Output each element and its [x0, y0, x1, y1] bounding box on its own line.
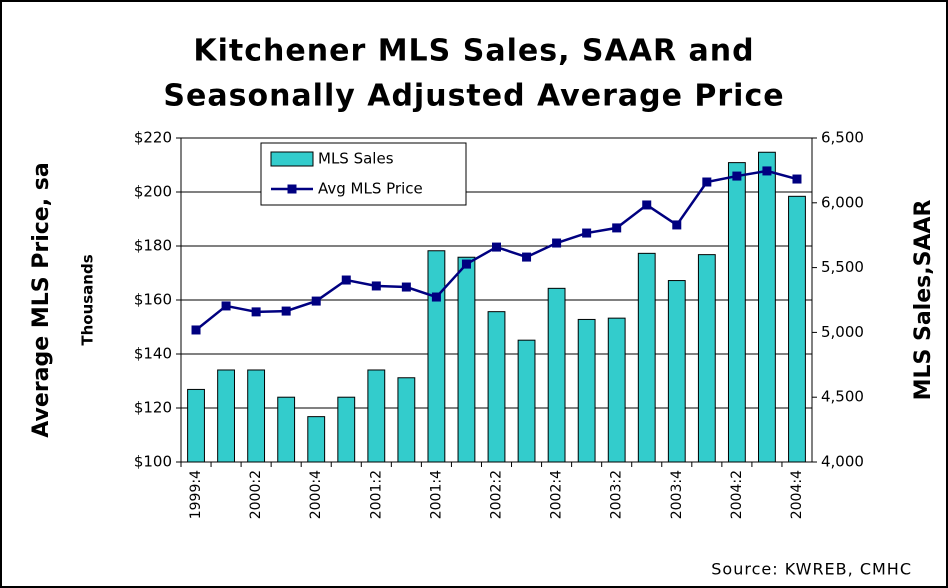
x-tick-label: 2003:4	[669, 470, 685, 519]
bar	[697, 254, 716, 463]
y-tick-label: $220	[134, 129, 172, 147]
y2-tick-label: 5,500	[821, 258, 864, 276]
y-tick-label: $200	[134, 183, 172, 201]
x-tick-label: 2000:4	[308, 470, 324, 519]
bar	[517, 339, 536, 463]
bar	[547, 287, 566, 463]
marker	[431, 292, 441, 302]
bar	[277, 396, 296, 463]
bar	[187, 388, 205, 463]
marker	[401, 282, 411, 292]
legend-swatch	[270, 151, 314, 167]
y2-axis-title: MLS Sales,SAAR	[911, 200, 936, 401]
bar	[247, 369, 266, 463]
marker	[732, 171, 742, 181]
y2-tick-label: 4,500	[821, 388, 864, 406]
y2-tick-label: 4,000	[821, 453, 864, 471]
marker	[281, 306, 291, 316]
x-tick-label: 1999:4	[188, 470, 204, 519]
x-tick-label: 2002:2	[489, 470, 505, 519]
y2-tick-label: 6,500	[821, 129, 864, 147]
x-tick-label: 2004:4	[789, 470, 805, 519]
marker	[251, 307, 261, 317]
y-tick-label: $120	[134, 399, 172, 417]
chart-title: Seasonally Adjusted Average Price	[163, 79, 784, 114]
bar	[758, 151, 776, 463]
marker	[492, 242, 501, 252]
legend-label: MLS Sales	[318, 150, 394, 168]
bar	[607, 317, 626, 463]
marker	[582, 228, 592, 238]
bar	[337, 396, 356, 463]
marker	[702, 177, 712, 187]
marker	[672, 220, 682, 230]
marker	[552, 238, 562, 248]
x-tick-label: 2001:2	[368, 470, 384, 519]
marker	[191, 325, 201, 335]
y-tick-label: $100	[134, 453, 172, 471]
marker	[371, 281, 381, 291]
marker	[762, 166, 772, 176]
x-tick-label: 2000:2	[248, 470, 264, 519]
legend-swatch	[287, 184, 297, 194]
marker	[341, 275, 351, 285]
legend-label: Avg MLS Price	[318, 180, 423, 198]
y-tick-label: $140	[134, 345, 172, 363]
y-axis-unit: Thousands	[79, 254, 97, 345]
marker	[311, 296, 321, 306]
bar	[307, 416, 326, 463]
bar	[788, 195, 806, 463]
bar	[577, 318, 596, 463]
x-tick-label: 2002:4	[549, 470, 565, 519]
x-tick-label: 2003:2	[609, 470, 625, 519]
bar	[457, 256, 476, 463]
marker	[612, 223, 622, 233]
x-tick-label: 2004:2	[729, 470, 745, 519]
chart-title: Kitchener MLS Sales, SAAR and	[193, 34, 754, 69]
bar	[367, 369, 386, 463]
marker	[792, 174, 802, 184]
bar	[637, 252, 656, 463]
y-axis-title: Average MLS Price, sa	[29, 162, 54, 437]
marker	[461, 259, 471, 269]
y-tick-label: $180	[134, 237, 172, 255]
y2-tick-label: 5,000	[821, 323, 864, 341]
marker	[522, 252, 532, 262]
x-tick-label: 2001:4	[428, 470, 444, 519]
y2-tick-label: 6,000	[821, 193, 864, 211]
bar	[427, 250, 446, 463]
bar	[217, 369, 235, 463]
marker	[221, 301, 231, 311]
marker	[642, 200, 652, 210]
bar	[727, 162, 746, 463]
bar	[667, 280, 686, 463]
bar	[397, 377, 416, 463]
source-note: Source: KWREB, CMHC	[711, 560, 912, 579]
bar	[487, 311, 506, 463]
y-tick-label: $160	[134, 291, 172, 309]
